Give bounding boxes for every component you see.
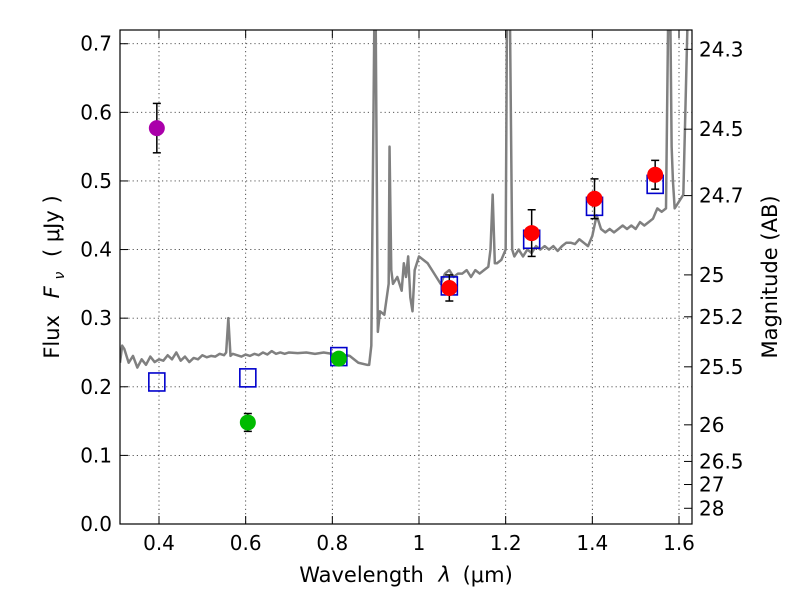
x-tick-label: 1.6	[663, 531, 695, 555]
x-tick-label: 0.6	[230, 531, 262, 555]
y-axis-label-symbol: F	[40, 285, 64, 298]
y2-tick-label: 25	[699, 263, 724, 287]
y-tick-label: 0.2	[80, 375, 112, 399]
observed-point-green	[239, 414, 256, 431]
observed-photometry-markers	[148, 102, 664, 433]
y-axis-label-unit: ( μJy )	[40, 195, 64, 257]
x-tick-label: 1.2	[490, 531, 522, 555]
y-axis-label: Flux F ν ( μJy )	[40, 195, 69, 358]
observed-point-red	[586, 190, 603, 207]
x-axis-label-unit: (μm)	[463, 563, 513, 587]
y2-tick-label: 24.5	[699, 117, 744, 141]
x-tick-label: 1	[413, 531, 426, 555]
y2-tick-label: 25.2	[699, 305, 744, 329]
y2-tick-label: 24.7	[699, 184, 744, 208]
observed-point-purple	[148, 120, 165, 137]
x-tick-label: 1.4	[576, 531, 608, 555]
y2-tick-label: 28	[699, 496, 724, 520]
model-spectrum-line	[120, 30, 689, 369]
x-axis-ticks: 0.4 0.6 0.8 1 1.2 1.4 1.6	[143, 30, 695, 555]
x-tick-label: 0.4	[143, 531, 175, 555]
y2-tick-label: 26	[699, 413, 724, 437]
x-axis-label-symbol: λ	[437, 563, 450, 587]
y2-tick-label: 27	[699, 473, 724, 497]
observed-point-green	[330, 350, 347, 367]
model-photometry-square	[239, 368, 257, 388]
y-axis-ticks: 0.0 0.1 0.2 0.3 0.4 0.5 0.6 0.7	[80, 32, 128, 536]
x-axis-label-text: Wavelength	[299, 563, 424, 587]
y2-tick-label: 26.5	[699, 449, 744, 473]
x-axis-label: Wavelength λ (μm)	[299, 563, 513, 587]
plot-frame	[119, 29, 693, 525]
observed-point-red	[441, 279, 458, 296]
y-axis-label-subscript: ν	[52, 272, 68, 280]
x-tick-label: 0.8	[316, 531, 348, 555]
y2-tick-label: 24.3	[699, 37, 744, 61]
y-tick-label: 0.5	[80, 169, 112, 193]
y-tick-label: 0.3	[80, 306, 112, 330]
y-tick-label: 0.7	[80, 32, 112, 56]
y2-tick-label: 25.5	[699, 355, 744, 379]
y-tick-label: 0.0	[80, 512, 112, 536]
observed-point-red	[523, 225, 540, 242]
observed-point-red	[647, 166, 664, 183]
y-tick-label: 0.1	[80, 443, 112, 467]
y-tick-label: 0.6	[80, 100, 112, 124]
y2-axis-label: Magnitude (AB)	[758, 195, 782, 358]
y-axis-label-text: Flux	[40, 315, 64, 359]
y-tick-label: 0.4	[80, 238, 112, 262]
model-photometry-square	[148, 372, 166, 392]
